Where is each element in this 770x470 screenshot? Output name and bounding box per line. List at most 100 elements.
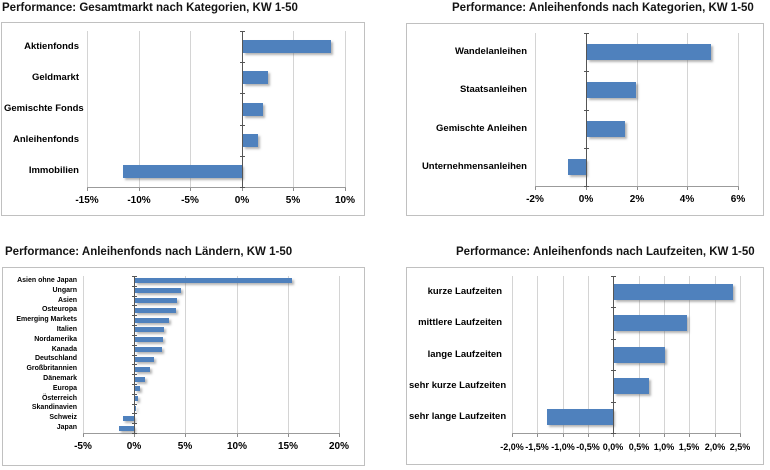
bar bbox=[135, 308, 177, 313]
x-tick-label: 1,5% bbox=[678, 442, 700, 452]
axis-tick-mark bbox=[588, 433, 589, 437]
zero-axis-line bbox=[242, 31, 243, 187]
category-label: Osteuropa bbox=[41, 306, 77, 313]
axis-tick-mark bbox=[738, 186, 739, 190]
category-label: Dänemark bbox=[43, 375, 77, 382]
gridline bbox=[139, 31, 140, 187]
x-axis-line bbox=[87, 187, 346, 188]
axis-tick-mark bbox=[345, 187, 346, 191]
bar bbox=[614, 284, 734, 300]
gridline bbox=[339, 276, 340, 433]
gridline bbox=[689, 276, 690, 433]
category-label: Staatsanleihen bbox=[459, 84, 527, 95]
bar bbox=[135, 347, 163, 352]
axis-tick-mark bbox=[664, 433, 665, 437]
chart-title: Performance: Anleihenfonds nach Laufzeit… bbox=[456, 246, 755, 258]
x-tick-label: 0% bbox=[234, 195, 250, 206]
category-label: Asien bbox=[57, 297, 77, 304]
x-tick-label: 20% bbox=[328, 441, 349, 452]
bar bbox=[242, 71, 268, 84]
category-label: mittlere Laufzeiten bbox=[418, 317, 502, 328]
axis-tick-mark bbox=[535, 186, 536, 190]
bar bbox=[135, 386, 141, 391]
axis-tick-mark bbox=[586, 186, 587, 190]
x-axis-line bbox=[535, 186, 739, 187]
bar bbox=[135, 406, 137, 411]
gridline bbox=[237, 276, 238, 433]
axis-tick-mark bbox=[639, 433, 640, 437]
bar bbox=[547, 409, 614, 425]
x-tick-label: 0% bbox=[126, 441, 142, 452]
x-tick-label: -5% bbox=[74, 441, 92, 452]
bar bbox=[135, 396, 139, 401]
category-label: Kanada bbox=[51, 346, 77, 353]
x-tick-label: -1,0% bbox=[551, 442, 575, 452]
x-tick-label: -0,5% bbox=[576, 442, 600, 452]
axis-tick-mark bbox=[87, 187, 88, 191]
axis-tick-mark bbox=[512, 433, 513, 437]
category-label: Geldmarkt bbox=[32, 72, 79, 83]
category-axis-tick bbox=[611, 433, 616, 434]
category-label: Ungarn bbox=[52, 287, 78, 294]
bar bbox=[586, 44, 711, 60]
category-label: Großbritannien bbox=[26, 365, 77, 372]
category-label: Emerging Markets bbox=[16, 316, 77, 323]
gridline bbox=[288, 276, 289, 433]
gridline bbox=[535, 33, 536, 186]
category-label: Deutschland bbox=[34, 355, 77, 362]
gridline bbox=[87, 31, 88, 187]
bar bbox=[135, 298, 178, 303]
gridline bbox=[637, 33, 638, 186]
bar bbox=[122, 416, 134, 421]
bar bbox=[135, 278, 293, 283]
axis-tick-mark bbox=[740, 433, 741, 437]
bar bbox=[135, 337, 164, 342]
x-tick-label: 6% bbox=[730, 194, 746, 205]
category-label: Immobilien bbox=[28, 165, 79, 176]
category-label: Europa bbox=[52, 385, 77, 392]
chart-plot-box: -15% -10% -5% 0% 5% 10% Aktienfonds Geldmarkt Ge… bbox=[1, 22, 365, 216]
chart-plot-box: -5% 0% 5% 10% 15% 20% Asien ohne Japan Ungarn As… bbox=[2, 267, 365, 466]
x-tick-label: 10% bbox=[226, 441, 247, 452]
gridline bbox=[190, 31, 191, 187]
x-tick-label: 1,0% bbox=[653, 442, 675, 452]
gridline bbox=[715, 276, 716, 433]
gridline bbox=[83, 276, 84, 433]
axis-tick-mark bbox=[339, 433, 340, 437]
axis-tick-mark bbox=[139, 187, 140, 191]
x-tick-label: 15% bbox=[277, 441, 298, 452]
chart-plot-box: -2,0% -1,5% -1,0% -0,5% 0,0% 0,5% 1,0% 1,5% 2,0%… bbox=[406, 267, 764, 465]
x-tick-label: 5% bbox=[177, 441, 193, 452]
bar bbox=[614, 315, 688, 331]
bar bbox=[586, 82, 636, 98]
category-label: Schweiz bbox=[49, 414, 77, 421]
bar bbox=[118, 426, 134, 431]
axis-tick-mark bbox=[190, 187, 191, 191]
bar bbox=[614, 347, 666, 363]
gridline bbox=[687, 33, 688, 186]
bar bbox=[586, 121, 625, 137]
category-label: Italien bbox=[56, 326, 77, 333]
x-tick-label: -5% bbox=[181, 195, 199, 206]
axis-tick-mark bbox=[242, 187, 243, 191]
axis-tick-mark bbox=[613, 433, 614, 437]
axis-tick-mark bbox=[715, 433, 716, 437]
bar bbox=[135, 357, 155, 362]
bar bbox=[242, 134, 258, 147]
gridline bbox=[588, 276, 589, 433]
category-label: Aktienfonds bbox=[24, 41, 79, 52]
bar bbox=[614, 378, 650, 394]
bar bbox=[242, 40, 331, 53]
gridline bbox=[740, 276, 741, 433]
axis-tick-mark bbox=[185, 433, 186, 437]
category-label: Skandinavien bbox=[31, 404, 77, 411]
axis-tick-mark bbox=[83, 433, 84, 437]
category-label: Wandelanleihen bbox=[455, 46, 527, 57]
axis-tick-mark bbox=[293, 187, 294, 191]
x-tick-label: 0% bbox=[578, 194, 594, 205]
x-tick-label: 0,5% bbox=[628, 442, 650, 452]
category-label: sehr kurze Laufzeiten bbox=[409, 380, 507, 391]
axis-tick-mark bbox=[563, 433, 564, 437]
category-label: sehr lange Laufzeiten bbox=[409, 411, 507, 422]
gridline bbox=[563, 276, 564, 433]
